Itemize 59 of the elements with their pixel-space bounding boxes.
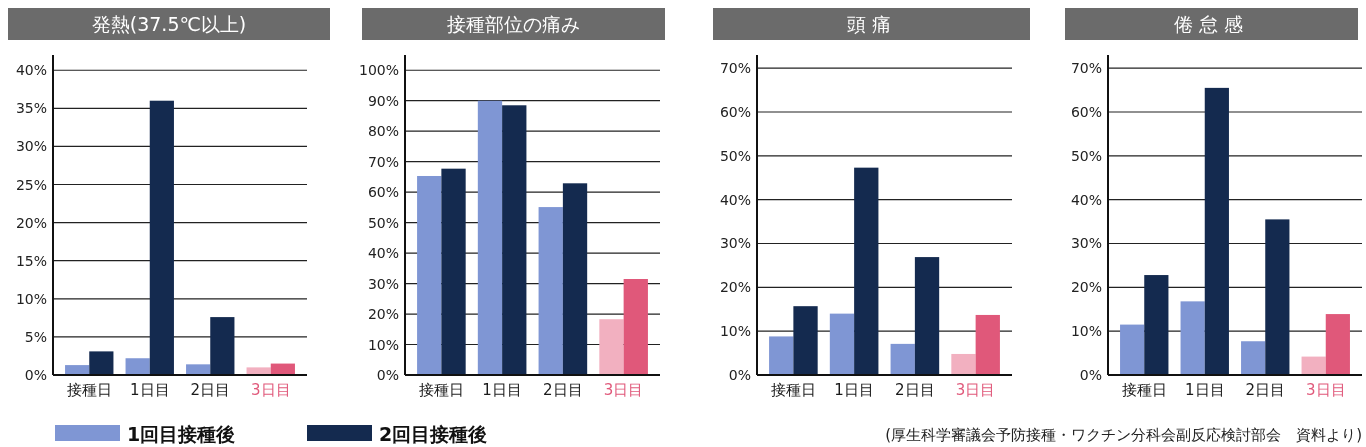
- y-tick-label: 90%: [367, 92, 399, 109]
- legend-label: 1回目接種後: [127, 423, 236, 445]
- x-tick-label: 1日目: [1184, 381, 1225, 399]
- y-tick-label: 40%: [367, 245, 399, 262]
- y-tick-label: 50%: [719, 147, 751, 164]
- x-tick-label: 1日目: [129, 381, 170, 399]
- y-tick-label: 0%: [1079, 367, 1102, 383]
- y-tick-label: 80%: [367, 123, 399, 140]
- y-tick-label: 35%: [15, 100, 47, 117]
- y-tick-label: 5%: [24, 328, 47, 345]
- y-tick-label: 10%: [1070, 323, 1102, 340]
- x-tick-label: 1日目: [834, 381, 874, 399]
- y-tick-label: 20%: [1070, 279, 1102, 296]
- text: (厚生科学審議会予防接種・ワクチン分科会副反応検討部会 資料より): [885, 426, 1362, 444]
- x-tick-label: 接種日: [418, 381, 464, 399]
- y-tick-label: 30%: [1070, 235, 1102, 252]
- chart-title: 頭痛: [846, 13, 897, 35]
- x-tick-label: 接種日: [1121, 381, 1167, 399]
- x-tick-label: 2日目: [543, 381, 583, 399]
- x-tick-label: 1日目: [482, 381, 522, 399]
- y-tick-label: 30%: [15, 138, 47, 155]
- y-tick-label: 70%: [1070, 60, 1102, 77]
- y-tick-label: 70%: [719, 60, 751, 77]
- y-tick-label: 50%: [367, 214, 399, 231]
- y-tick-label: 10%: [719, 323, 751, 340]
- x-tick-label: 3日目: [250, 381, 291, 399]
- x-tick-label: 3日目: [955, 381, 996, 399]
- y-tick-label: 0%: [376, 367, 399, 383]
- y-tick-label: 30%: [719, 235, 751, 252]
- y-tick-label: 10%: [15, 290, 47, 307]
- y-tick-label: 20%: [719, 279, 751, 296]
- y-tick-label: 20%: [367, 306, 399, 323]
- y-tick-label: 40%: [1070, 191, 1102, 208]
- y-tick-label: 60%: [367, 184, 399, 201]
- y-tick-label: 10%: [367, 336, 399, 353]
- chart-title: 倦怠感: [1174, 13, 1249, 35]
- y-tick-label: 40%: [15, 62, 47, 79]
- y-tick-label: 15%: [15, 252, 47, 269]
- legend-label: 2回目接種後: [379, 423, 488, 445]
- x-tick-label: 3日目: [603, 381, 644, 399]
- y-tick-label: 100%: [358, 62, 399, 79]
- y-tick-label: 0%: [728, 367, 751, 383]
- x-tick-label: 2日目: [1245, 381, 1286, 399]
- x-tick-label: 2日目: [190, 381, 231, 399]
- chart-title: 接種部位の痛み: [447, 13, 580, 35]
- y-tick-label: 60%: [1070, 103, 1102, 120]
- y-tick-label: 40%: [719, 191, 751, 208]
- x-tick-label: 2日目: [895, 381, 935, 399]
- x-tick-label: 接種日: [770, 381, 816, 399]
- y-tick-label: 0%: [24, 367, 47, 383]
- y-tick-label: 70%: [367, 153, 399, 170]
- y-tick-label: 25%: [15, 176, 47, 193]
- y-tick-label: 60%: [719, 103, 751, 120]
- x-tick-label: 接種日: [66, 381, 112, 399]
- y-tick-label: 50%: [1070, 147, 1102, 164]
- chart-title: 発熱(37.5℃以上): [91, 13, 247, 35]
- y-tick-label: 30%: [367, 275, 399, 292]
- x-tick-label: 3日目: [1305, 381, 1346, 399]
- y-tick-label: 20%: [15, 214, 47, 231]
